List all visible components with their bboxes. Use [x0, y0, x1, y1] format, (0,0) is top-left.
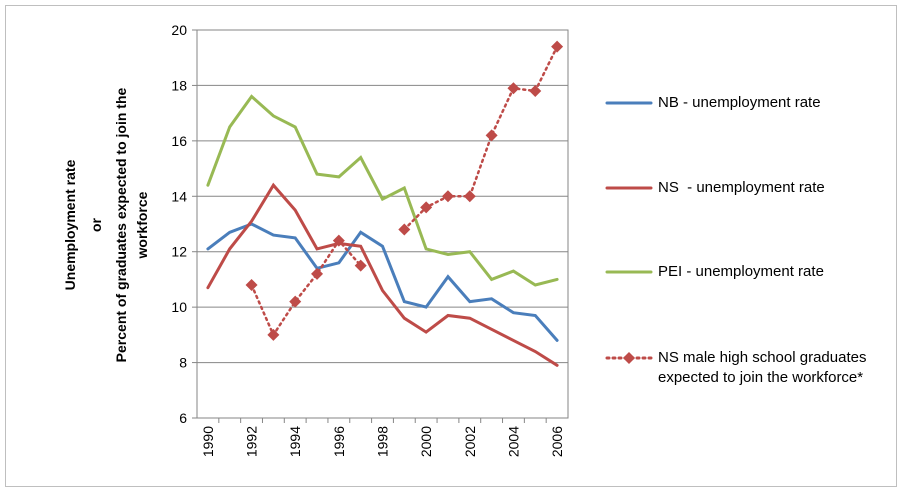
y-tick-label: 20 — [171, 22, 187, 38]
series-line — [206, 182, 559, 367]
x-tick-label: 1990 — [200, 426, 216, 457]
data-point — [332, 234, 345, 247]
y-axis-title: Unemployment rate — [62, 159, 78, 290]
series-line — [206, 222, 559, 342]
data-point — [529, 84, 542, 97]
series-line — [206, 94, 559, 287]
data-point — [245, 278, 258, 291]
y-tick-label: 12 — [171, 244, 187, 260]
x-tick-label: 2002 — [462, 426, 478, 457]
legend-label: NS male high school graduates expected t… — [658, 349, 871, 386]
data-point — [485, 129, 498, 142]
y-axis-title: workforce — [134, 191, 150, 259]
data-point — [311, 267, 324, 280]
legend-label: NB - unemployment rate — [658, 94, 821, 111]
data-point — [420, 201, 433, 214]
y-tick-label: 8 — [179, 355, 187, 371]
y-tick-label: 18 — [171, 77, 187, 93]
data-point — [551, 40, 564, 53]
data-point — [267, 328, 280, 341]
x-tick-label: 1994 — [287, 426, 303, 457]
legend-label: NS - unemployment rate — [658, 179, 825, 196]
y-tick-label: 14 — [171, 188, 187, 204]
data-point — [289, 295, 302, 308]
y-axis-title: Percent of graduates expected to join th… — [113, 87, 129, 362]
x-tick-label: 1992 — [244, 426, 260, 457]
data-point — [441, 190, 454, 203]
x-tick-label: 2000 — [418, 426, 434, 457]
data-point — [507, 82, 520, 95]
legend-symbol — [605, 352, 653, 364]
legend-marker — [623, 352, 635, 364]
data-point — [463, 190, 476, 203]
x-tick-label: 1996 — [331, 426, 347, 457]
x-tick-label: 2004 — [505, 426, 521, 457]
data-point — [354, 259, 367, 272]
data-point — [398, 223, 411, 236]
y-axis-title: or — [88, 217, 104, 232]
y-tick-label: 10 — [171, 299, 187, 315]
y-tick-label: 6 — [179, 410, 187, 426]
y-tick-label: 16 — [171, 133, 187, 149]
legend-label: PEI - unemployment rate — [658, 263, 824, 280]
x-tick-label: 1998 — [375, 426, 391, 457]
x-tick-label: 2006 — [549, 426, 565, 457]
